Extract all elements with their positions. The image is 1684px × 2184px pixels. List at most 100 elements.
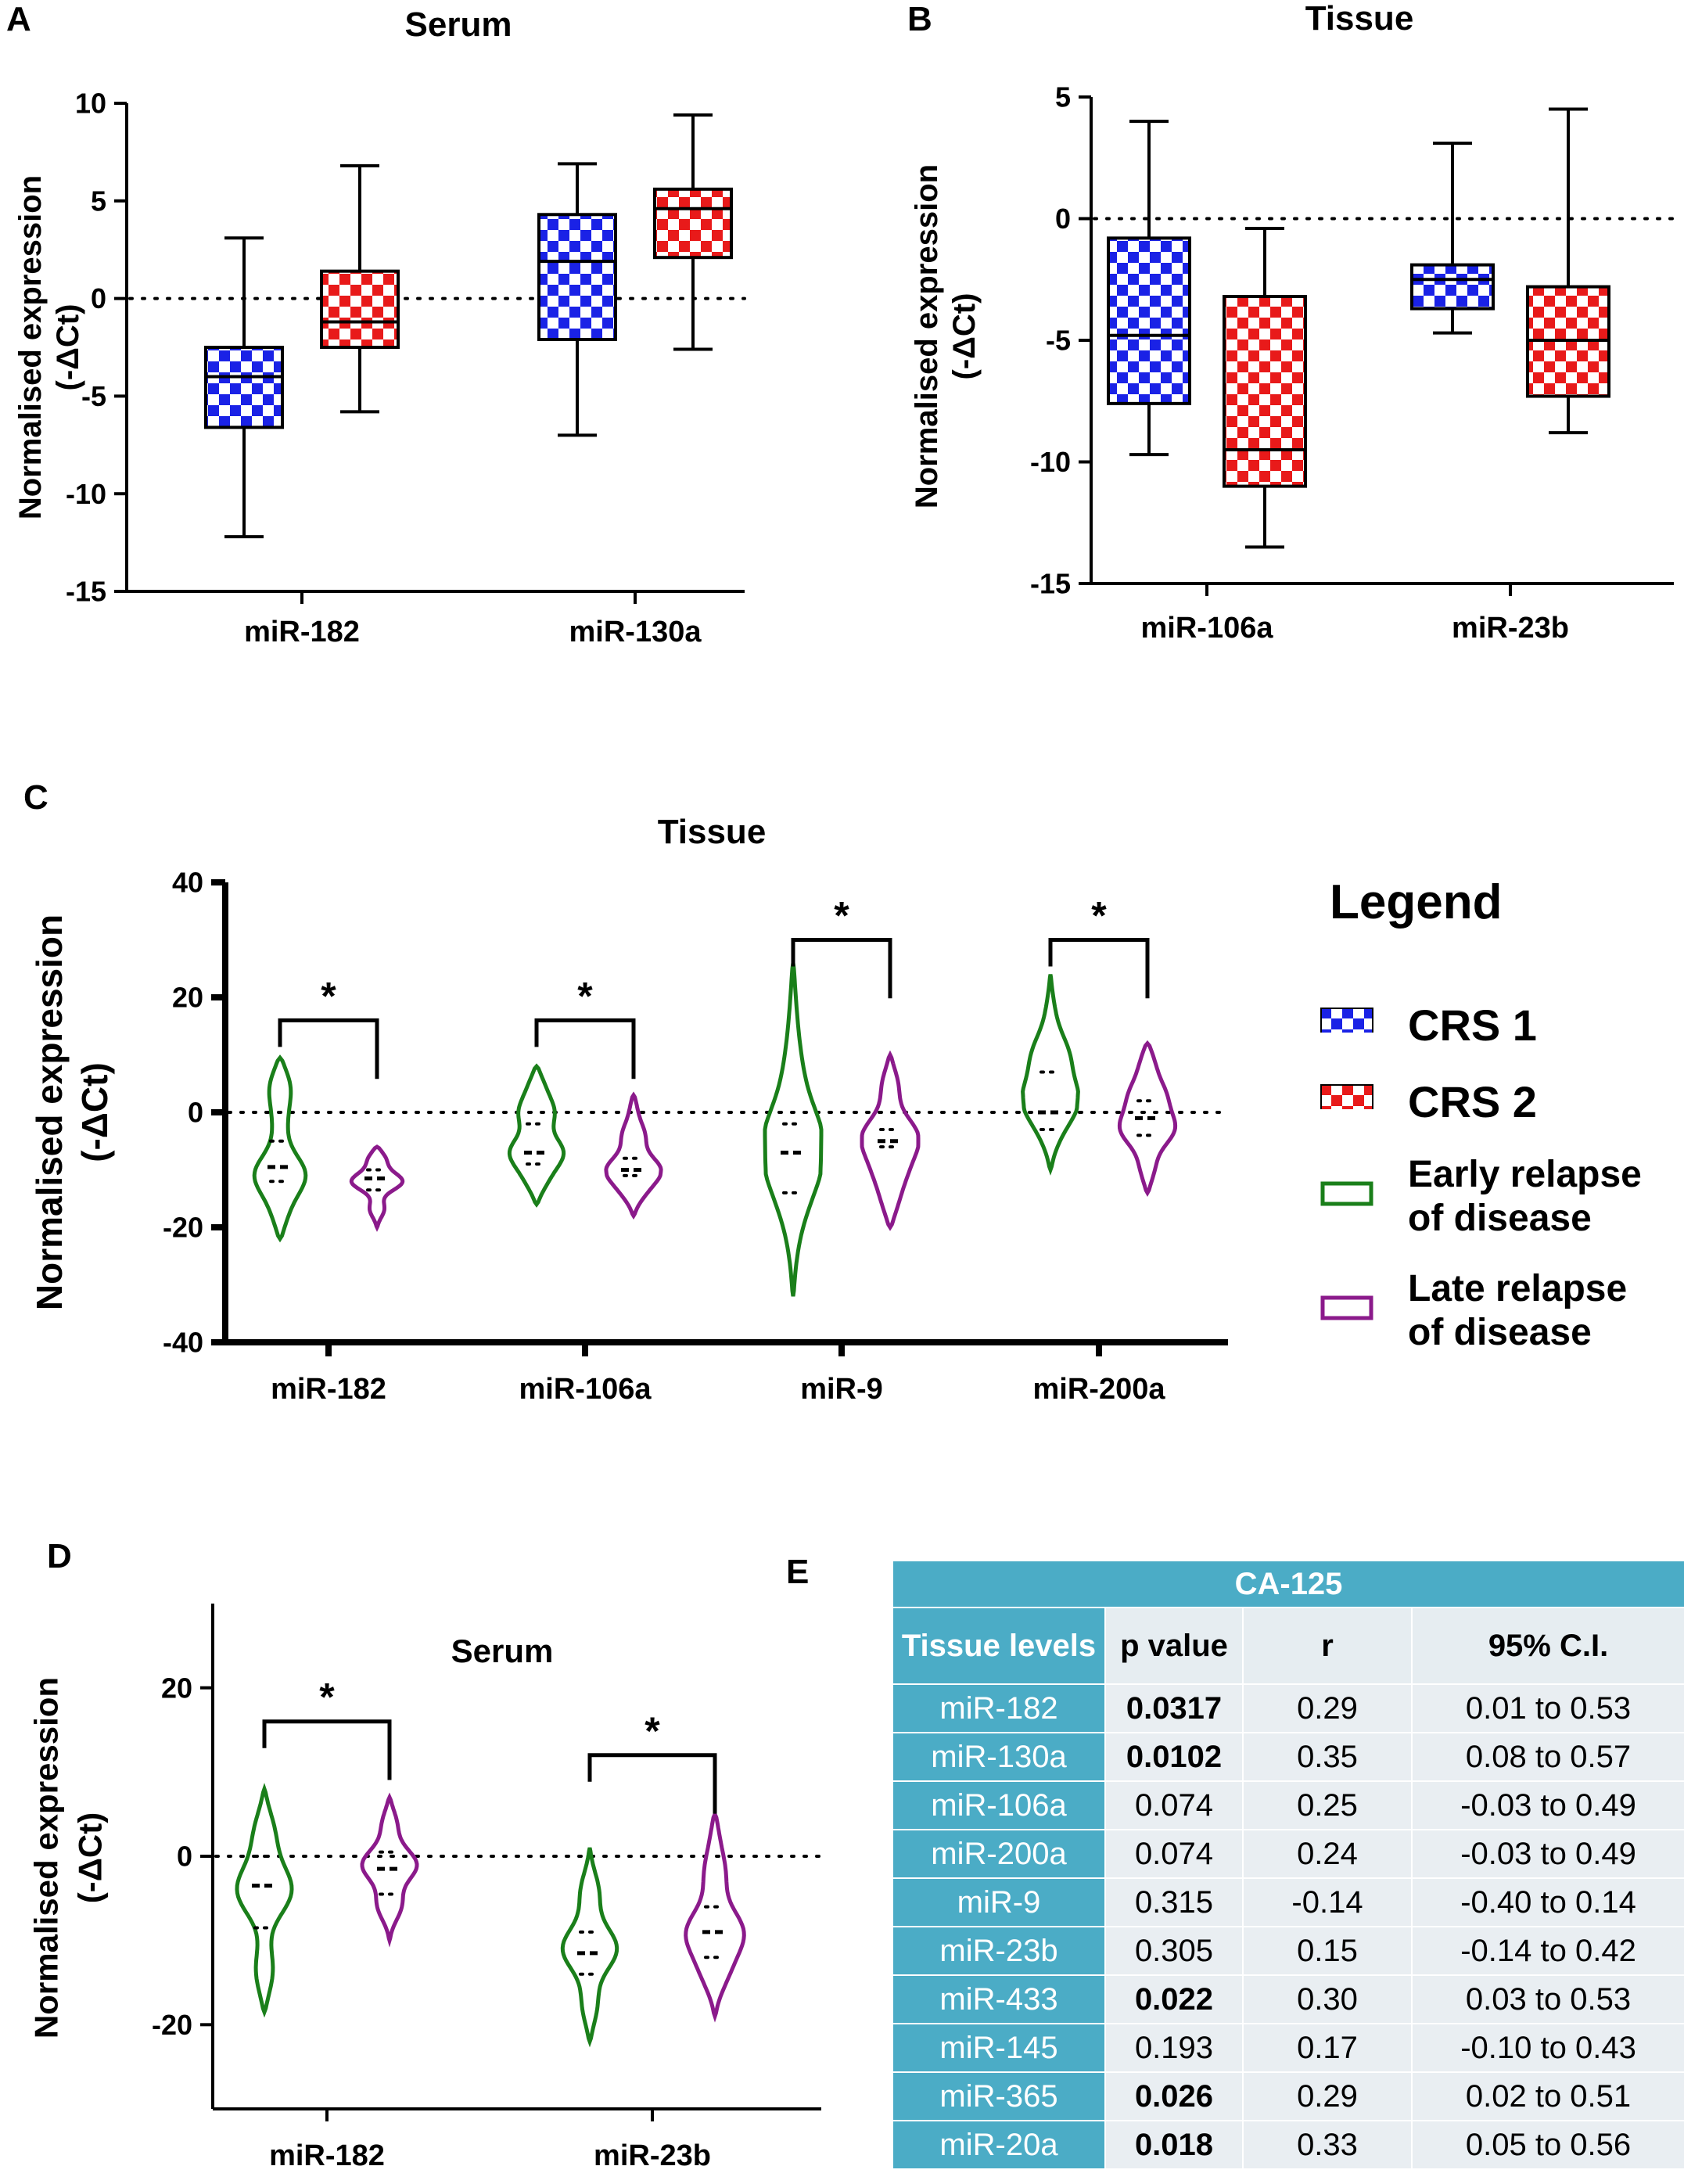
legend-title: Legend [1330, 875, 1503, 929]
table-cell-ci: -0.10 to 0.43 [1410, 2023, 1684, 2073]
y-tick-label: 40 [172, 867, 203, 899]
violin-early-relapse [252, 1054, 308, 1243]
violin-early-relapse [235, 1783, 294, 2018]
table-cell-r: 0.33 [1242, 2120, 1413, 2170]
table-cell-mirna: miR-200a [892, 1829, 1106, 1879]
significance-bracket [262, 1719, 392, 1780]
y-axis-label-unit: (-ΔCt) [51, 304, 85, 391]
y-tick-label: 5 [91, 185, 106, 217]
y-axis-label-unit: (-ΔCt) [74, 1062, 115, 1162]
chart-title: Serum [451, 1633, 554, 1669]
y-axis-label-unit: (-ΔCt) [72, 1812, 109, 1903]
box-crs2 [653, 187, 733, 260]
table-cell-p-value: 0.026 [1104, 2071, 1244, 2121]
table-row: miR-23b 0.305 0.15 -0.14 to 0.42 [892, 1926, 1684, 1976]
column-header-tissue-levels: Tissue levels [892, 1607, 1106, 1685]
table-cell-p-value: 0.315 [1104, 1877, 1244, 1927]
significance-star: * [834, 894, 849, 938]
significance-bracket [278, 1018, 379, 1079]
table-cell-r: 0.24 [1242, 1829, 1413, 1879]
early-relapse-swatch-icon [1320, 1181, 1373, 1206]
crs1-swatch-icon [1320, 1008, 1373, 1033]
table-cell-ci: 0.08 to 0.57 [1410, 1732, 1684, 1782]
table-title: CA-125 [891, 1560, 1684, 1608]
table-row: miR-130a 0.0102 0.35 0.08 to 0.57 [892, 1732, 1684, 1782]
x-tick-label: miR-200a [1033, 1373, 1166, 1406]
table-cell-ci: -0.03 to 0.49 [1410, 1780, 1684, 1830]
table-cell-r: 0.25 [1242, 1780, 1413, 1830]
y-tick-label: -15 [66, 576, 106, 608]
box-crs2 [1223, 295, 1307, 488]
table-cell-p-value: 0.018 [1104, 2120, 1244, 2170]
violin-early-relapse [560, 1847, 619, 2048]
table-cell-p-value: 0.0317 [1104, 1683, 1244, 1733]
y-tick-label: 0 [1055, 203, 1071, 235]
y-tick-label: 5 [1055, 81, 1071, 113]
table-cell-p-value: 0.022 [1104, 1974, 1244, 2024]
table-cell-r: 0.29 [1242, 2071, 1413, 2121]
significance-bracket [791, 938, 892, 999]
table-cell-mirna: miR-106a [892, 1780, 1106, 1830]
y-tick-label: -5 [81, 380, 106, 412]
box-crs2 [320, 269, 400, 350]
x-tick-label: miR-23b [594, 2139, 711, 2172]
chart-title: Tissue [1305, 0, 1414, 38]
table-cell-ci: 0.02 to 0.51 [1410, 2071, 1684, 2121]
x-tick-label: miR-9 [800, 1373, 883, 1406]
column-header-r: r [1242, 1607, 1413, 1685]
table-cell-r: -0.14 [1242, 1877, 1413, 1927]
table-cell-ci: -0.40 to 0.14 [1410, 1877, 1684, 1927]
table-cell-p-value: 0.0102 [1104, 1732, 1244, 1782]
y-axis-label: Normalised expression [13, 175, 48, 519]
box-crs1 [1410, 263, 1495, 311]
significance-bracket [1048, 938, 1150, 999]
legend: Legend CRS 1 CRS 2 Early relapse of dise… [1306, 868, 1682, 1369]
column-header-p-value: p value [1104, 1607, 1244, 1685]
table-cell-mirna: miR-433 [892, 1974, 1106, 2024]
violin-late-relapse [860, 1050, 921, 1231]
y-tick-label: -20 [163, 1212, 203, 1244]
y-tick-label: -20 [152, 2009, 192, 2041]
y-tick-label: -40 [163, 1327, 203, 1359]
legend-label-crs1: CRS 1 [1408, 1000, 1537, 1050]
table-cell-r: 0.30 [1242, 1974, 1413, 2024]
table-cell-mirna: miR-23b [892, 1926, 1106, 1976]
table-cell-ci: -0.03 to 0.49 [1410, 1829, 1684, 1879]
y-tick-label: 10 [75, 88, 106, 120]
table-row: miR-20a 0.018 0.33 0.05 to 0.56 [892, 2120, 1684, 2170]
y-tick-label: -10 [1030, 446, 1071, 478]
x-tick-label: miR-182 [269, 2139, 385, 2172]
legend-label-early-line2: of disease [1408, 1198, 1592, 1239]
y-axis-label-unit: (-ΔCt) [947, 293, 982, 380]
y-tick-label: 0 [188, 1097, 203, 1129]
panel-letter-b: B [907, 0, 932, 38]
table-row: miR-145 0.193 0.17 -0.10 to 0.43 [892, 2023, 1684, 2073]
violin-late-relapse [1117, 1040, 1178, 1197]
y-tick-label: 20 [172, 982, 203, 1014]
table-cell-ci: 0.03 to 0.53 [1410, 1974, 1684, 2024]
late-relapse-swatch-icon [1320, 1295, 1373, 1320]
x-tick-label: miR-182 [271, 1373, 386, 1406]
violin-late-relapse [684, 1809, 746, 2023]
panel-letter-c: C [23, 778, 48, 817]
violin-late-relapse [360, 1792, 419, 1948]
table-cell-p-value: 0.193 [1104, 2023, 1244, 2073]
table-row: miR-9 0.315 -0.14 -0.40 to 0.14 [892, 1877, 1684, 1927]
x-tick-label: miR-106a [519, 1373, 652, 1406]
significance-star: * [319, 1676, 335, 1719]
panel-letter-e: E [786, 1553, 810, 1591]
table-cell-mirna: miR-145 [892, 2023, 1106, 2073]
table-cell-mirna: miR-182 [892, 1683, 1106, 1733]
chart-c-tissue-violin: 40 20 0 -20 -40 miR-182 miR-106a miR-9 miR-200a T… [29, 813, 1230, 1406]
table-row: miR-433 0.022 0.30 0.03 to 0.53 [892, 1974, 1684, 2024]
legend-label-late-line1: Late relapse [1408, 1268, 1628, 1309]
table-cell-p-value: 0.074 [1104, 1829, 1244, 1879]
y-tick-label: -10 [66, 478, 106, 510]
y-tick-label: 0 [91, 282, 106, 314]
x-tick-label: miR-106a [1141, 612, 1274, 645]
panel-letter-d: D [47, 1537, 72, 1575]
y-axis-label: Normalised expression [910, 164, 944, 508]
table-cell-ci: 0.05 to 0.56 [1410, 2120, 1684, 2170]
x-tick-label: miR-182 [244, 616, 360, 648]
x-tick-label: miR-130a [569, 616, 702, 648]
